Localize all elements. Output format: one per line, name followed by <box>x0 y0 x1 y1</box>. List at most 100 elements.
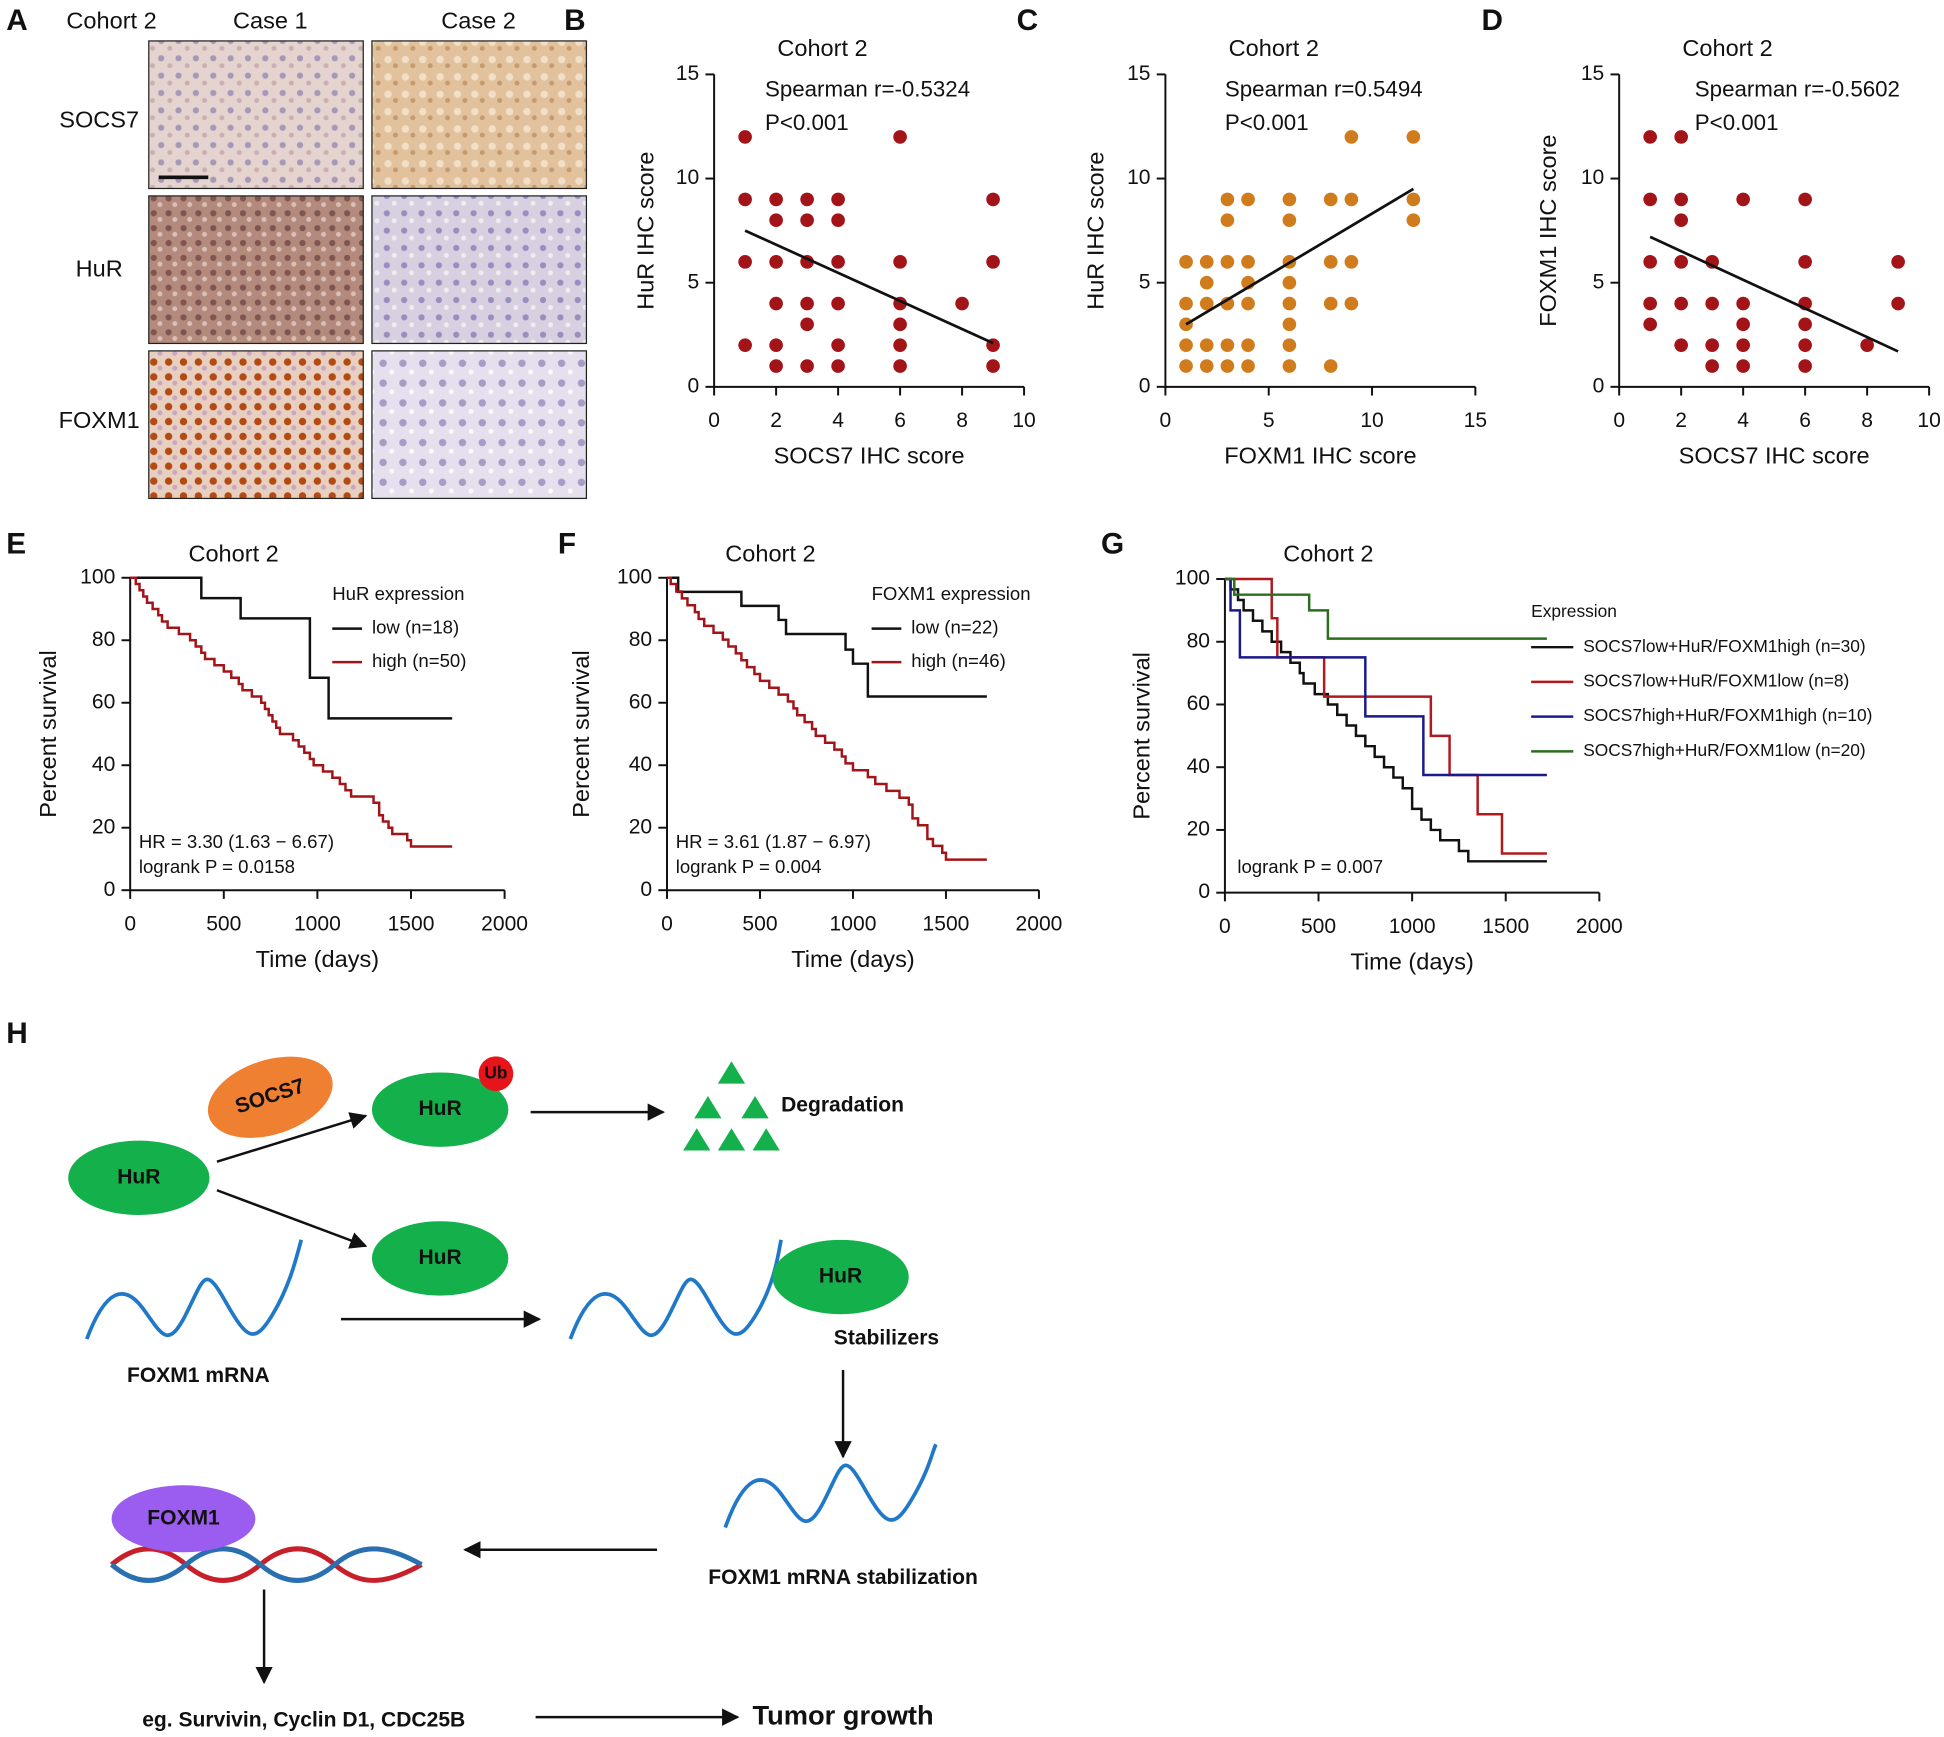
point <box>1344 296 1359 311</box>
subtitle: Cohort 2 <box>1682 35 1772 61</box>
point <box>769 338 783 353</box>
x-tick-label: 0 <box>661 912 673 935</box>
x-tick-label: 0 <box>1613 409 1625 432</box>
y-tick-label: 5 <box>1593 270 1605 293</box>
point <box>1344 192 1359 207</box>
point <box>1674 130 1688 144</box>
point <box>1674 255 1688 269</box>
y-tick-label: 15 <box>676 62 699 85</box>
ub-node <box>478 1056 514 1092</box>
panel-label: G <box>1101 527 1124 560</box>
point <box>738 255 752 269</box>
point <box>1643 130 1657 144</box>
y-tick-label: 60 <box>629 690 652 713</box>
point <box>1736 317 1750 332</box>
legend-label: low (n=18) <box>372 617 459 638</box>
point <box>1220 296 1235 311</box>
hur-node <box>371 1072 509 1147</box>
point <box>1220 213 1235 228</box>
panel-label: E <box>6 527 26 560</box>
y-axis-title: Percent survival <box>1128 652 1154 820</box>
point <box>738 130 752 144</box>
point <box>1323 296 1338 311</box>
node-label: FOXM1 mRNA stabilization <box>708 1566 978 1589</box>
panel-label: B <box>564 4 586 37</box>
y-tick-label: 0 <box>104 878 116 901</box>
y-tick-label: 5 <box>1139 270 1151 293</box>
survival-curve <box>1224 577 1547 777</box>
node-label: FOXM1 mRNA <box>127 1364 270 1387</box>
point <box>1282 338 1297 353</box>
y-tick-label: 60 <box>1187 692 1210 715</box>
point <box>1323 359 1338 373</box>
panel-h: H SOCS7 HuR Ub Degradation HuR HuR FOXM1… <box>6 1017 978 1731</box>
point <box>955 296 969 311</box>
point <box>1798 359 1812 373</box>
survival-curve <box>1224 577 1547 855</box>
point <box>1241 338 1255 353</box>
legend-label: high (n=50) <box>372 650 467 671</box>
point <box>831 296 845 311</box>
legend-title: Expression <box>1531 601 1617 621</box>
point <box>1406 130 1421 144</box>
x-tick-label: 8 <box>1861 409 1873 432</box>
point <box>1179 338 1193 353</box>
row-label: FOXM1 <box>59 407 140 433</box>
y-tick-label: 80 <box>92 628 115 651</box>
ihc-image <box>148 350 364 500</box>
node-label: eg. Survivin, Cyclin D1, CDC25B <box>142 1708 465 1731</box>
panel-a: A Cohort 2 Case 1 Case 2 SOCS7 HuR FOXM1 <box>6 4 588 500</box>
point <box>893 359 907 373</box>
node-label: FOXM1 <box>147 1506 220 1529</box>
fit-line <box>744 229 994 345</box>
y-tick-label: 15 <box>1127 62 1150 85</box>
mrna <box>85 1239 304 1340</box>
point <box>769 359 783 373</box>
point <box>1199 296 1214 311</box>
y-tick-label: 20 <box>1187 818 1210 841</box>
legend-label: high (n=46) <box>911 650 1006 671</box>
legend-title: FOXM1 expression <box>872 583 1031 604</box>
point <box>800 359 814 373</box>
y-tick-label: 100 <box>80 565 115 588</box>
point <box>1199 255 1214 269</box>
point <box>769 213 783 228</box>
point <box>986 255 1000 269</box>
x-tick-label: 5 <box>1263 409 1275 432</box>
point <box>1860 338 1874 353</box>
mrna <box>568 1239 783 1340</box>
point <box>1798 255 1812 269</box>
annotation: Spearman r=0.5494 <box>1225 76 1423 101</box>
x-axis-title: Time (days) <box>256 946 379 972</box>
point <box>1220 359 1235 373</box>
node-label: HuR <box>418 1097 461 1120</box>
point <box>738 338 752 353</box>
x-tick-label: 1500 <box>388 912 435 935</box>
y-tick-label: 100 <box>1175 567 1210 590</box>
y-tick-label: 20 <box>629 815 652 838</box>
column-label: Case 2 <box>441 8 516 34</box>
row-label: HuR <box>76 256 123 282</box>
x-tick-label: 8 <box>956 409 968 432</box>
point <box>986 192 1000 207</box>
y-tick-label: 10 <box>1581 166 1604 189</box>
x-tick-label: 6 <box>1799 409 1811 432</box>
point <box>893 317 907 332</box>
point <box>1241 296 1255 311</box>
point <box>1674 296 1688 311</box>
point <box>1179 296 1193 311</box>
degradation-fragments <box>683 1061 780 1151</box>
annotation: HR = 3.30 (1.63 − 6.67) <box>139 831 334 852</box>
point <box>1798 192 1812 207</box>
point <box>1643 317 1657 332</box>
x-axis-title: Time (days) <box>1350 949 1473 975</box>
y-tick-label: 5 <box>688 270 700 293</box>
panel-label: A <box>6 4 28 37</box>
point <box>1891 255 1905 269</box>
point <box>1406 213 1421 228</box>
x-tick-label: 15 <box>1464 409 1487 432</box>
point <box>1241 192 1255 207</box>
fit-line <box>1649 235 1899 353</box>
y-tick-label: 10 <box>1127 166 1150 189</box>
